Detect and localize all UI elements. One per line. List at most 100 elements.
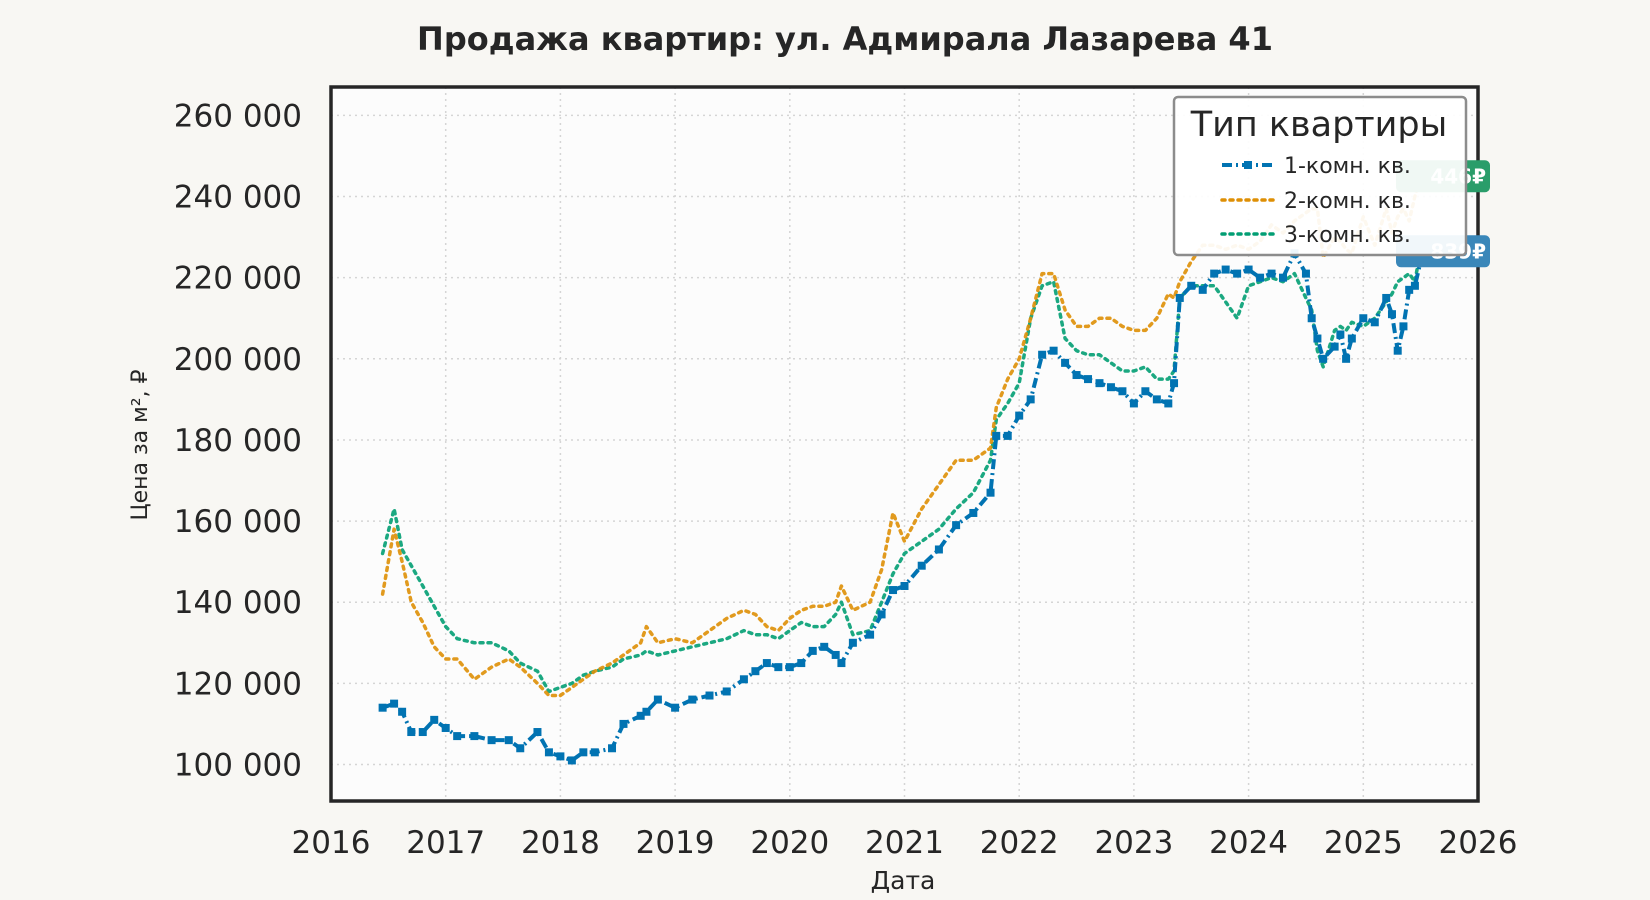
data-point bbox=[487, 736, 496, 745]
legend-entry: 2-комн. кв. bbox=[1220, 189, 1411, 214]
series-line bbox=[380, 174, 1423, 698]
y-tick-label: 180 000 bbox=[174, 423, 302, 459]
data-point bbox=[430, 715, 439, 724]
x-tick-label: 2021 bbox=[865, 825, 944, 861]
data-point bbox=[441, 723, 450, 732]
x-tick-label: 2018 bbox=[521, 825, 600, 861]
data-point bbox=[969, 508, 978, 517]
data-point bbox=[1301, 269, 1310, 278]
data-point bbox=[407, 728, 416, 737]
legend-entry: 1-комн. кв. bbox=[1222, 154, 1411, 179]
data-point bbox=[1187, 281, 1196, 290]
y-tick-label: 260 000 bbox=[174, 98, 302, 134]
data-point bbox=[785, 663, 794, 672]
x-tick-labels: 2016 2017 2018 2019 2020 2021 2022 2023 2024 2025… bbox=[292, 825, 1518, 861]
data-point bbox=[1256, 273, 1265, 282]
data-point bbox=[751, 667, 760, 676]
data-point bbox=[866, 630, 875, 639]
data-point bbox=[797, 659, 806, 668]
data-point bbox=[1313, 334, 1322, 343]
legend-box bbox=[1172, 95, 1468, 257]
data-point bbox=[504, 736, 513, 745]
x-tick-label: 2017 bbox=[406, 825, 485, 861]
data-point bbox=[1210, 269, 1219, 278]
x-axis-label: Дата bbox=[871, 866, 936, 895]
data-point bbox=[808, 646, 817, 655]
data-point bbox=[952, 521, 961, 530]
data-point bbox=[1072, 371, 1081, 380]
data-point bbox=[1393, 346, 1402, 355]
data-point bbox=[1342, 354, 1351, 363]
data-point bbox=[619, 719, 628, 728]
data-point bbox=[1141, 387, 1150, 396]
data-point bbox=[917, 561, 926, 570]
data-point bbox=[1319, 354, 1328, 363]
data-point bbox=[1330, 342, 1339, 351]
data-point bbox=[1359, 314, 1368, 323]
data-point bbox=[1026, 395, 1035, 404]
data-point bbox=[1399, 322, 1408, 331]
data-point bbox=[642, 707, 651, 716]
data-point bbox=[1233, 269, 1242, 278]
data-point bbox=[1038, 350, 1047, 359]
data-point bbox=[1198, 285, 1207, 294]
data-point bbox=[1164, 399, 1173, 408]
legend-label: 2-комн. кв. bbox=[1284, 189, 1411, 214]
y-tick-label: 240 000 bbox=[174, 180, 302, 216]
data-point bbox=[1279, 273, 1288, 282]
data-point bbox=[831, 650, 840, 659]
data-point bbox=[1410, 281, 1419, 290]
data-point bbox=[820, 642, 829, 651]
data-point bbox=[739, 675, 748, 684]
data-point bbox=[378, 703, 387, 712]
data-point bbox=[688, 695, 697, 704]
x-tick-label: 2022 bbox=[980, 825, 1059, 861]
data-point bbox=[1244, 265, 1253, 274]
data-point bbox=[1382, 293, 1391, 302]
data-point bbox=[1267, 269, 1276, 278]
data-point bbox=[848, 638, 857, 647]
series-2 bbox=[380, 174, 1423, 698]
data-point bbox=[470, 732, 479, 741]
data-point bbox=[1049, 346, 1058, 355]
data-point bbox=[390, 699, 399, 708]
data-point bbox=[418, 728, 427, 737]
data-point bbox=[579, 748, 588, 757]
data-point bbox=[516, 744, 525, 753]
data-point bbox=[992, 431, 1001, 440]
x-tick-label: 2023 bbox=[1094, 825, 1173, 861]
data-point bbox=[1307, 314, 1316, 323]
data-point bbox=[1405, 285, 1414, 294]
x-tick-label: 2019 bbox=[636, 825, 715, 861]
y-tick-label: 100 000 bbox=[174, 747, 302, 783]
data-point bbox=[1084, 375, 1093, 384]
data-point bbox=[398, 707, 407, 716]
data-point bbox=[900, 581, 909, 590]
data-point bbox=[1129, 399, 1138, 408]
x-tick-label: 2016 bbox=[292, 825, 371, 861]
data-point bbox=[608, 744, 617, 753]
legend-title: Тип квартиры bbox=[1190, 105, 1448, 145]
data-point bbox=[1003, 431, 1012, 440]
data-point bbox=[453, 732, 462, 741]
data-point bbox=[774, 663, 783, 672]
data-point bbox=[533, 728, 542, 737]
data-point bbox=[1387, 310, 1396, 319]
data-point bbox=[1370, 318, 1379, 327]
y-tick-label: 200 000 bbox=[174, 342, 302, 378]
data-point bbox=[671, 703, 680, 712]
data-point bbox=[1095, 379, 1104, 388]
y-axis-label: Цена за м², ₽ bbox=[128, 369, 153, 520]
y-tick-label: 220 000 bbox=[174, 261, 302, 297]
data-point bbox=[590, 748, 599, 757]
y-tick-label: 160 000 bbox=[174, 504, 302, 540]
data-point bbox=[1347, 334, 1356, 343]
data-point bbox=[567, 756, 576, 765]
data-point bbox=[636, 711, 645, 720]
legend-entry: 3-комн. кв. bbox=[1220, 223, 1411, 248]
data-point bbox=[705, 691, 714, 700]
legend: Тип квартиры 1-комн. кв. 2-комн. кв. 3-ком… bbox=[1172, 95, 1468, 257]
x-tick-label: 2026 bbox=[1439, 825, 1518, 861]
data-point bbox=[1015, 411, 1024, 420]
